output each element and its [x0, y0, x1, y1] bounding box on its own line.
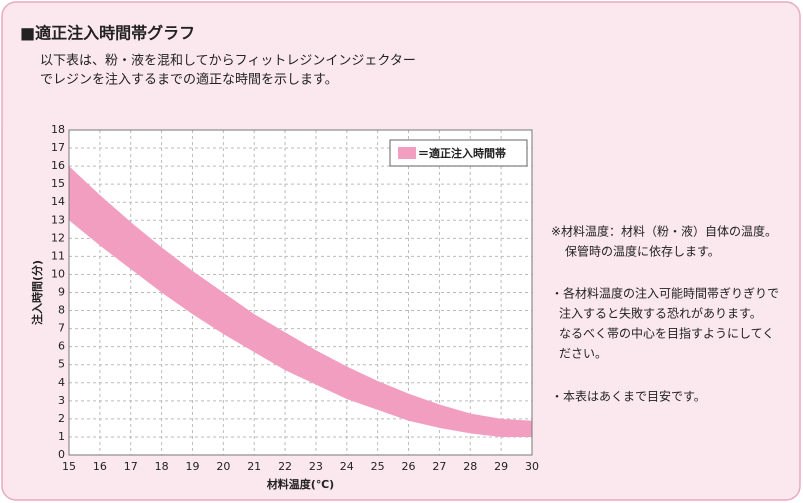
x-tick-label: 23 — [309, 460, 323, 473]
x-tick-label: 22 — [278, 460, 292, 473]
x-tick-label: 16 — [93, 460, 107, 473]
x-tick-label: 17 — [124, 460, 138, 473]
note: 注入すると失敗する恐れがあります。 — [559, 306, 762, 321]
legend-label: ＝適正注入時間帯 — [418, 146, 506, 160]
note: 保管時の温度に依存します。 — [565, 244, 720, 259]
y-tick-label: 0 — [58, 448, 65, 461]
title: ■適正注入時間帯グラフ — [20, 24, 195, 43]
y-tick-label: 16 — [51, 159, 65, 172]
x-tick-label: 30 — [525, 460, 539, 473]
x-tick-label: 24 — [340, 460, 354, 473]
y-tick-label: 12 — [51, 231, 65, 244]
x-tick-label: 18 — [155, 460, 169, 473]
x-tick-label: 19 — [185, 460, 199, 473]
y-tick-label: 18 — [51, 123, 65, 136]
y-tick-label: 9 — [58, 286, 65, 299]
legend-swatch — [398, 147, 416, 159]
x-tick-label: 27 — [432, 460, 446, 473]
note: ださい。 — [559, 347, 607, 361]
x-tick-label: 15 — [62, 460, 76, 473]
note: なるべく帯の中心を目指すようにしてく — [559, 326, 774, 341]
y-tick-label: 17 — [51, 141, 65, 154]
y-tick-label: 13 — [51, 213, 65, 226]
note: ・本表はあくまで目安です。 — [551, 389, 706, 404]
plot-frame — [68, 129, 533, 456]
y-axis-label: 注入時間(分) — [30, 260, 44, 325]
x-tick-label: 25 — [371, 460, 385, 473]
x-tick-label: 21 — [247, 460, 261, 473]
y-tick-label: 10 — [51, 267, 65, 280]
plot-area — [69, 130, 532, 455]
y-tick-label: 5 — [58, 358, 65, 371]
x-axis-label: 材料温度(℃) — [267, 477, 334, 491]
x-tick-label: 29 — [494, 460, 508, 473]
y-tick-label: 1 — [58, 430, 65, 443]
y-tick-label: 4 — [58, 376, 65, 389]
note: ・各材料温度の注入可能時間帯ぎりぎりで — [551, 286, 779, 301]
x-tick-label: 28 — [463, 460, 477, 473]
intro-line: 以下表は、粉・液を混和してからフィットレジンインジェクター — [40, 54, 416, 69]
y-tick-label: 14 — [51, 195, 65, 208]
y-tick-label: 6 — [58, 340, 65, 353]
y-tick-label: 7 — [58, 322, 65, 335]
x-tick-label: 26 — [402, 460, 416, 473]
y-tick-label: 8 — [58, 304, 65, 317]
note: ※材料温度：材料（粉・液）自体の温度。 — [551, 224, 777, 239]
x-tick-label: 20 — [216, 460, 230, 473]
y-tick-label: 15 — [51, 177, 65, 190]
intro-line: でレジンを注入するまでの適正な時間を示します。 — [40, 72, 338, 88]
y-tick-label: 11 — [51, 249, 65, 262]
y-tick-label: 3 — [58, 394, 65, 407]
y-tick-label: 2 — [58, 412, 65, 425]
